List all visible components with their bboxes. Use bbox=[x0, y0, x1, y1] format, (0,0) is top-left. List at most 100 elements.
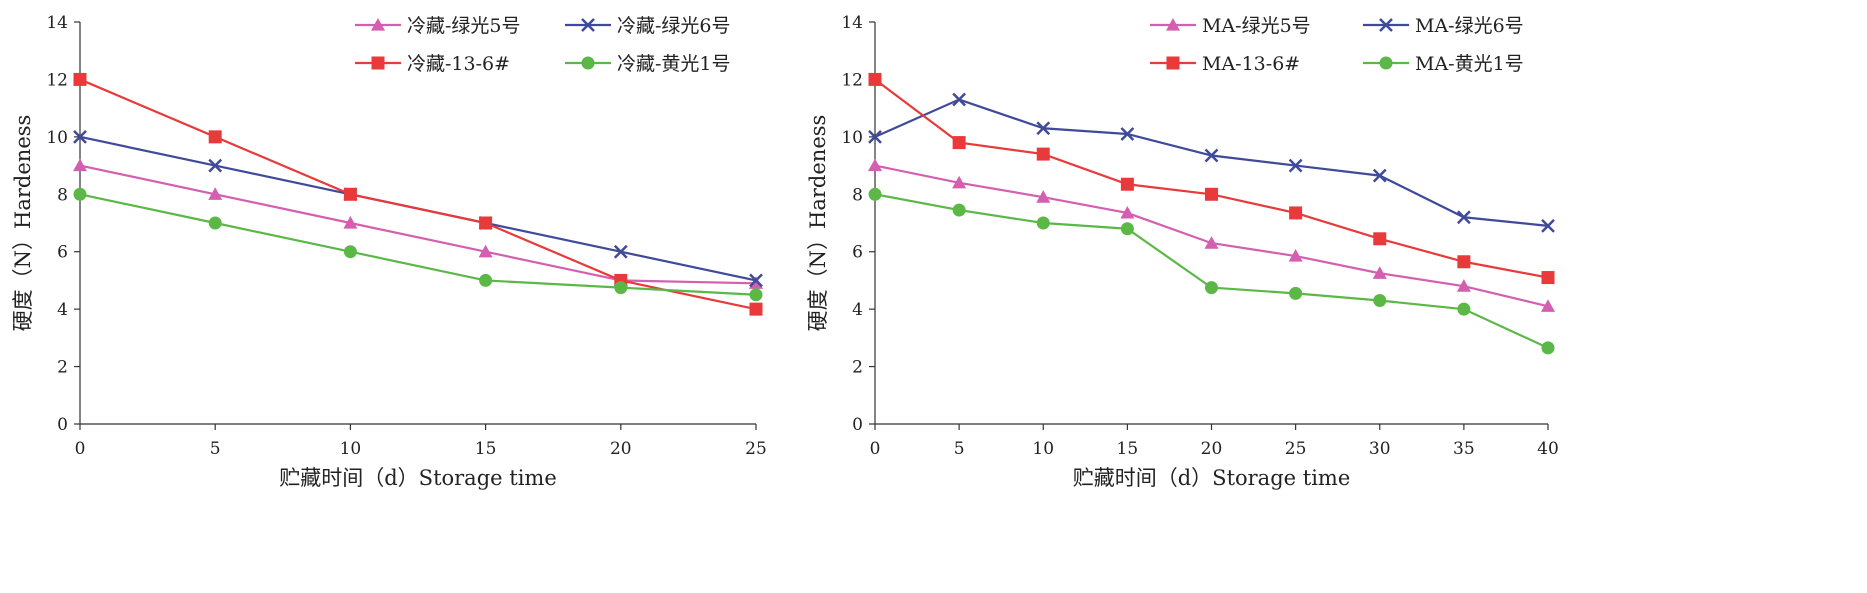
data-point-stroke-b bbox=[1541, 218, 1555, 233]
x-tick-label: 10 bbox=[1032, 439, 1054, 459]
data-point bbox=[479, 216, 493, 230]
data-point bbox=[1289, 206, 1303, 220]
y-tick-label: 12 bbox=[841, 70, 863, 90]
data-point bbox=[1456, 210, 1471, 225]
y-tick-label: 14 bbox=[46, 13, 68, 33]
series-2 bbox=[868, 92, 1555, 233]
chart-2: 0 2 4 6 8 10 12 14 0 5 10 15 20 25 30 35 40 贮藏时间（d）Storag… bbox=[806, 13, 1559, 490]
data-point bbox=[343, 187, 357, 201]
x-tick-label: 25 bbox=[745, 439, 767, 459]
data-point bbox=[868, 187, 882, 201]
series-line bbox=[79, 78, 757, 311]
y-tick-label: 2 bbox=[852, 358, 863, 378]
data-point bbox=[1204, 236, 1219, 249]
data-point bbox=[1372, 266, 1387, 279]
legend-label: MA-绿光6号 bbox=[1415, 15, 1524, 37]
data-point bbox=[868, 158, 882, 172]
legend-marker-stroke-b bbox=[581, 18, 595, 32]
data-point bbox=[868, 72, 882, 86]
data-point bbox=[952, 136, 966, 150]
y-tick-label: 10 bbox=[46, 128, 68, 148]
x-tick-label: 20 bbox=[1201, 439, 1223, 459]
data-point bbox=[1372, 168, 1387, 183]
data-point bbox=[208, 216, 222, 230]
y-tick-label: 12 bbox=[46, 70, 68, 90]
legend-item: 冷藏-绿光5号 bbox=[355, 15, 521, 37]
series-1 bbox=[73, 158, 763, 289]
chart-1: 0 2 4 6 8 10 12 14 0 5 10 15 20 25 贮藏时间（d）Storage time… bbox=[11, 13, 767, 490]
data-point bbox=[1457, 255, 1471, 269]
data-point bbox=[343, 245, 357, 259]
legend-item: 冷藏-黄光1号 bbox=[565, 53, 731, 75]
legend-item: 冷藏-13-6# bbox=[355, 53, 510, 75]
data-point bbox=[1541, 341, 1555, 355]
legend-label: MA-黄光1号 bbox=[1415, 53, 1524, 75]
data-point bbox=[1204, 148, 1219, 163]
legend-marker bbox=[1379, 56, 1393, 70]
x-tick-label: 0 bbox=[870, 439, 881, 459]
legend-marker bbox=[371, 56, 385, 70]
series-line bbox=[79, 193, 757, 296]
data-point bbox=[614, 281, 628, 295]
data-point bbox=[208, 187, 223, 200]
y-tick-label: 8 bbox=[852, 185, 863, 205]
legend-item: MA-黄光1号 bbox=[1363, 53, 1524, 75]
y-tick-label: 0 bbox=[57, 415, 68, 435]
data-point bbox=[208, 130, 222, 144]
legend-marker bbox=[1166, 56, 1180, 70]
y-tick-label: 8 bbox=[57, 185, 68, 205]
x-tick-label: 40 bbox=[1537, 439, 1559, 459]
data-point bbox=[478, 244, 493, 258]
y-tick-label: 6 bbox=[852, 243, 863, 263]
x-tick-label: 20 bbox=[610, 439, 632, 459]
legend-label: 冷藏-绿光6号 bbox=[617, 15, 731, 37]
data-point bbox=[1036, 147, 1050, 161]
legend-label: 冷藏-绿光5号 bbox=[407, 15, 521, 37]
legend: MA-绿光5号 MA-绿光6号 MA-13-6# MA-黄光1号 bbox=[1150, 15, 1524, 75]
legend-marker bbox=[1166, 18, 1180, 31]
series-line bbox=[874, 193, 1549, 349]
data-point bbox=[1289, 286, 1303, 300]
legend-marker bbox=[581, 18, 595, 32]
data-point-stroke-b bbox=[1456, 210, 1471, 225]
y-tick-label: 0 bbox=[852, 415, 863, 435]
data-point bbox=[1205, 187, 1218, 201]
legend-marker-stroke-b bbox=[1379, 18, 1393, 32]
legend-item: MA-13-6# bbox=[1150, 53, 1300, 75]
data-point bbox=[73, 158, 87, 172]
data-point-stroke-b bbox=[1288, 158, 1303, 173]
legend-label: 冷藏-黄光1号 bbox=[617, 53, 731, 75]
data-point bbox=[1120, 177, 1134, 191]
data-point bbox=[73, 72, 87, 86]
series-line bbox=[874, 98, 1549, 227]
x-tick-label: 15 bbox=[475, 439, 497, 459]
data-point bbox=[1288, 249, 1303, 262]
data-point bbox=[1288, 158, 1303, 173]
data-point bbox=[1457, 302, 1471, 316]
data-point bbox=[952, 92, 967, 107]
series-line bbox=[79, 164, 757, 285]
x-tick-label: 25 bbox=[1285, 439, 1307, 459]
x-axis-title: 贮藏时间（d）Storage time bbox=[279, 466, 557, 490]
data-point bbox=[1541, 271, 1555, 285]
y-tick-label: 14 bbox=[841, 13, 863, 33]
data-point bbox=[749, 276, 763, 289]
y-tick-label: 4 bbox=[57, 300, 68, 320]
legend-marker bbox=[1379, 18, 1393, 32]
data-point bbox=[1541, 299, 1555, 312]
data-point bbox=[749, 273, 763, 288]
legend-marker bbox=[371, 18, 385, 31]
series-4 bbox=[73, 187, 763, 302]
y-tick-label: 2 bbox=[57, 358, 68, 378]
x-tick-label: 10 bbox=[340, 439, 362, 459]
legend-label: MA-13-6# bbox=[1202, 53, 1300, 75]
data-point bbox=[208, 158, 223, 173]
x-tick-label: 15 bbox=[1117, 439, 1139, 459]
y-tick-label: 6 bbox=[57, 243, 68, 263]
x-tick-label: 30 bbox=[1369, 439, 1391, 459]
data-point bbox=[73, 187, 87, 201]
legend-item: 冷藏-绿光6号 bbox=[565, 15, 731, 37]
data-point bbox=[1373, 232, 1387, 246]
